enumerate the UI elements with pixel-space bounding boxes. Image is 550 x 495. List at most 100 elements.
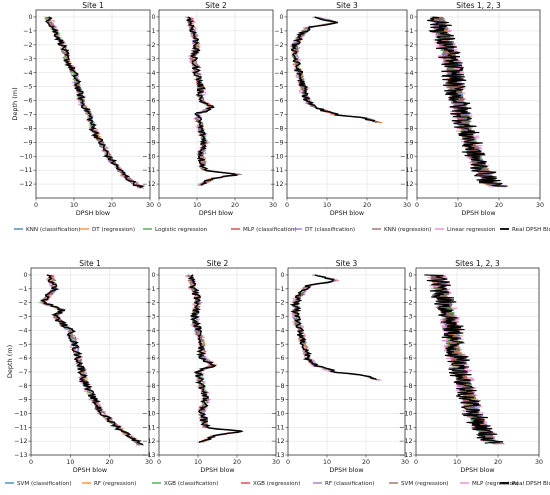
legend: SVM (classification) RF (regression) XGB (… <box>5 481 550 487</box>
y-tick-label: −3 <box>146 56 155 63</box>
x-tick-label: 0 <box>286 459 290 466</box>
legend-label: XGB (classification) <box>164 481 218 487</box>
series-5 <box>44 16 145 189</box>
y-tick-label: −3 <box>23 56 32 63</box>
y-tick-label: −4 <box>146 327 155 334</box>
x-tick-label: 0 <box>285 202 289 209</box>
y-tick-label: −7 <box>23 112 32 119</box>
y-tick-label: −10 <box>270 153 283 160</box>
y-tick-label: −9 <box>274 139 283 146</box>
x-axis-label: DPSH blow <box>199 210 233 217</box>
y-tick-label: −11 <box>142 167 155 174</box>
y-tick-label: −4 <box>275 327 284 334</box>
panel-4: 0 10 20 30 0 −1 −2 −3 −4 −5 −6 −7 −8 −9 −10 −11 −12 Sites… <box>400 1 544 217</box>
y-tick-label: −3 <box>274 56 283 63</box>
y-axis-label: Depth (m) <box>6 345 14 378</box>
plot-frame <box>30 267 150 456</box>
x-tick-label: 20 <box>233 459 241 466</box>
y-tick-label: −2 <box>404 42 413 49</box>
x-tick-label: 30 <box>146 202 154 209</box>
y-tick-label: −12 <box>270 181 283 188</box>
y-tick-label: −10 <box>399 411 412 418</box>
y-tick-label: −8 <box>18 383 27 390</box>
plot-frame <box>158 9 274 199</box>
x-tick-label: 20 <box>362 459 370 466</box>
y-tick-label: −1 <box>274 28 283 35</box>
legend-label: DT (classification) <box>305 227 355 233</box>
series-real-dpsh <box>290 16 376 123</box>
y-tick-label: −10 <box>14 411 27 418</box>
legend-label: KNN (regression) <box>384 227 431 233</box>
y-tick-label: −10 <box>19 153 32 160</box>
panel-3: 0 10 20 300−1−2−3−4−5−6−7−8−9−10−11−12−13Si… <box>271 259 409 474</box>
legend-label: Real DPSH Blows <box>512 481 550 487</box>
y-tick-label: 0 <box>280 272 284 279</box>
x-tick-label: 10 <box>66 459 74 466</box>
y-tick-label: −6 <box>275 355 284 362</box>
y-tick-label: −6 <box>146 98 155 105</box>
x-axis-label: DPSH blow <box>76 210 110 217</box>
y-tick-label: −3 <box>403 314 412 321</box>
y-tick-label: −5 <box>18 341 27 348</box>
y-tick-label: −12 <box>271 438 284 445</box>
panel-title: Sites 1, 2, 3 <box>455 259 500 268</box>
x-tick-label: 10 <box>454 202 462 209</box>
y-tick-label: −5 <box>404 84 413 91</box>
y-tick-label: −3 <box>275 314 284 321</box>
plot-frame <box>286 9 408 199</box>
series-2 <box>44 16 141 189</box>
series-0 <box>40 274 145 446</box>
y-tick-label: −5 <box>403 341 412 348</box>
y-tick-label: −8 <box>23 125 32 132</box>
legend-label: MLP (regression) <box>472 481 519 487</box>
series-real-dpsh <box>44 16 146 189</box>
y-tick-label: −8 <box>275 383 284 390</box>
plot-frame <box>416 9 541 199</box>
x-tick-label: 10 <box>193 202 201 209</box>
plot-frame <box>35 9 151 199</box>
x-tick-label: 20 <box>494 459 502 466</box>
y-tick-label: −12 <box>400 181 413 188</box>
y-tick-label: −7 <box>404 112 413 119</box>
y-tick-label: 0 <box>151 14 155 21</box>
y-tick-label: −4 <box>403 327 412 334</box>
series-real-dpsh <box>186 16 239 186</box>
y-tick-label: −1 <box>146 28 155 35</box>
y-tick-label: −3 <box>18 314 27 321</box>
x-axis-label: DPSH blow <box>330 210 364 217</box>
y-tick-label: −6 <box>23 98 32 105</box>
x-tick-label: 30 <box>272 459 280 466</box>
x-tick-label: 10 <box>453 459 461 466</box>
x-tick-label: 30 <box>536 202 544 209</box>
series-5 <box>431 16 501 188</box>
x-axis-label: DPSH blow <box>200 467 234 474</box>
legend-label: SVM (regression) <box>401 481 448 487</box>
series-0 <box>292 274 381 381</box>
series-6 <box>184 274 241 443</box>
x-tick-label: 0 <box>29 459 33 466</box>
y-tick-label: −7 <box>275 369 284 376</box>
y-tick-label: −4 <box>146 70 155 77</box>
y-tick-label: −1 <box>18 286 27 293</box>
y-tick-label: −2 <box>23 42 32 49</box>
legend-label: RF (regression) <box>94 481 136 487</box>
y-tick-label: −12 <box>399 438 412 445</box>
y-tick-label: −6 <box>403 355 412 362</box>
y-tick-label: −1 <box>146 286 155 293</box>
y-tick-label: −9 <box>404 139 413 146</box>
y-tick-label: −7 <box>403 369 412 376</box>
y-tick-label: −6 <box>18 355 27 362</box>
plot-frame <box>287 267 406 456</box>
y-tick-label: −12 <box>19 181 32 188</box>
y-tick-label: −11 <box>14 424 27 431</box>
series-3 <box>41 274 139 446</box>
x-tick-label: 10 <box>323 459 331 466</box>
y-tick-label: −3 <box>404 56 413 63</box>
x-tick-label: 30 <box>269 202 277 209</box>
y-tick-label: −11 <box>142 424 155 431</box>
x-tick-label: 10 <box>194 459 202 466</box>
panel-1: 0 10 20 300−1−2−3−4−5−6−7−8−9−10−11−12Site … <box>19 1 154 217</box>
series-2 <box>187 274 241 443</box>
y-tick-label: −11 <box>270 167 283 174</box>
